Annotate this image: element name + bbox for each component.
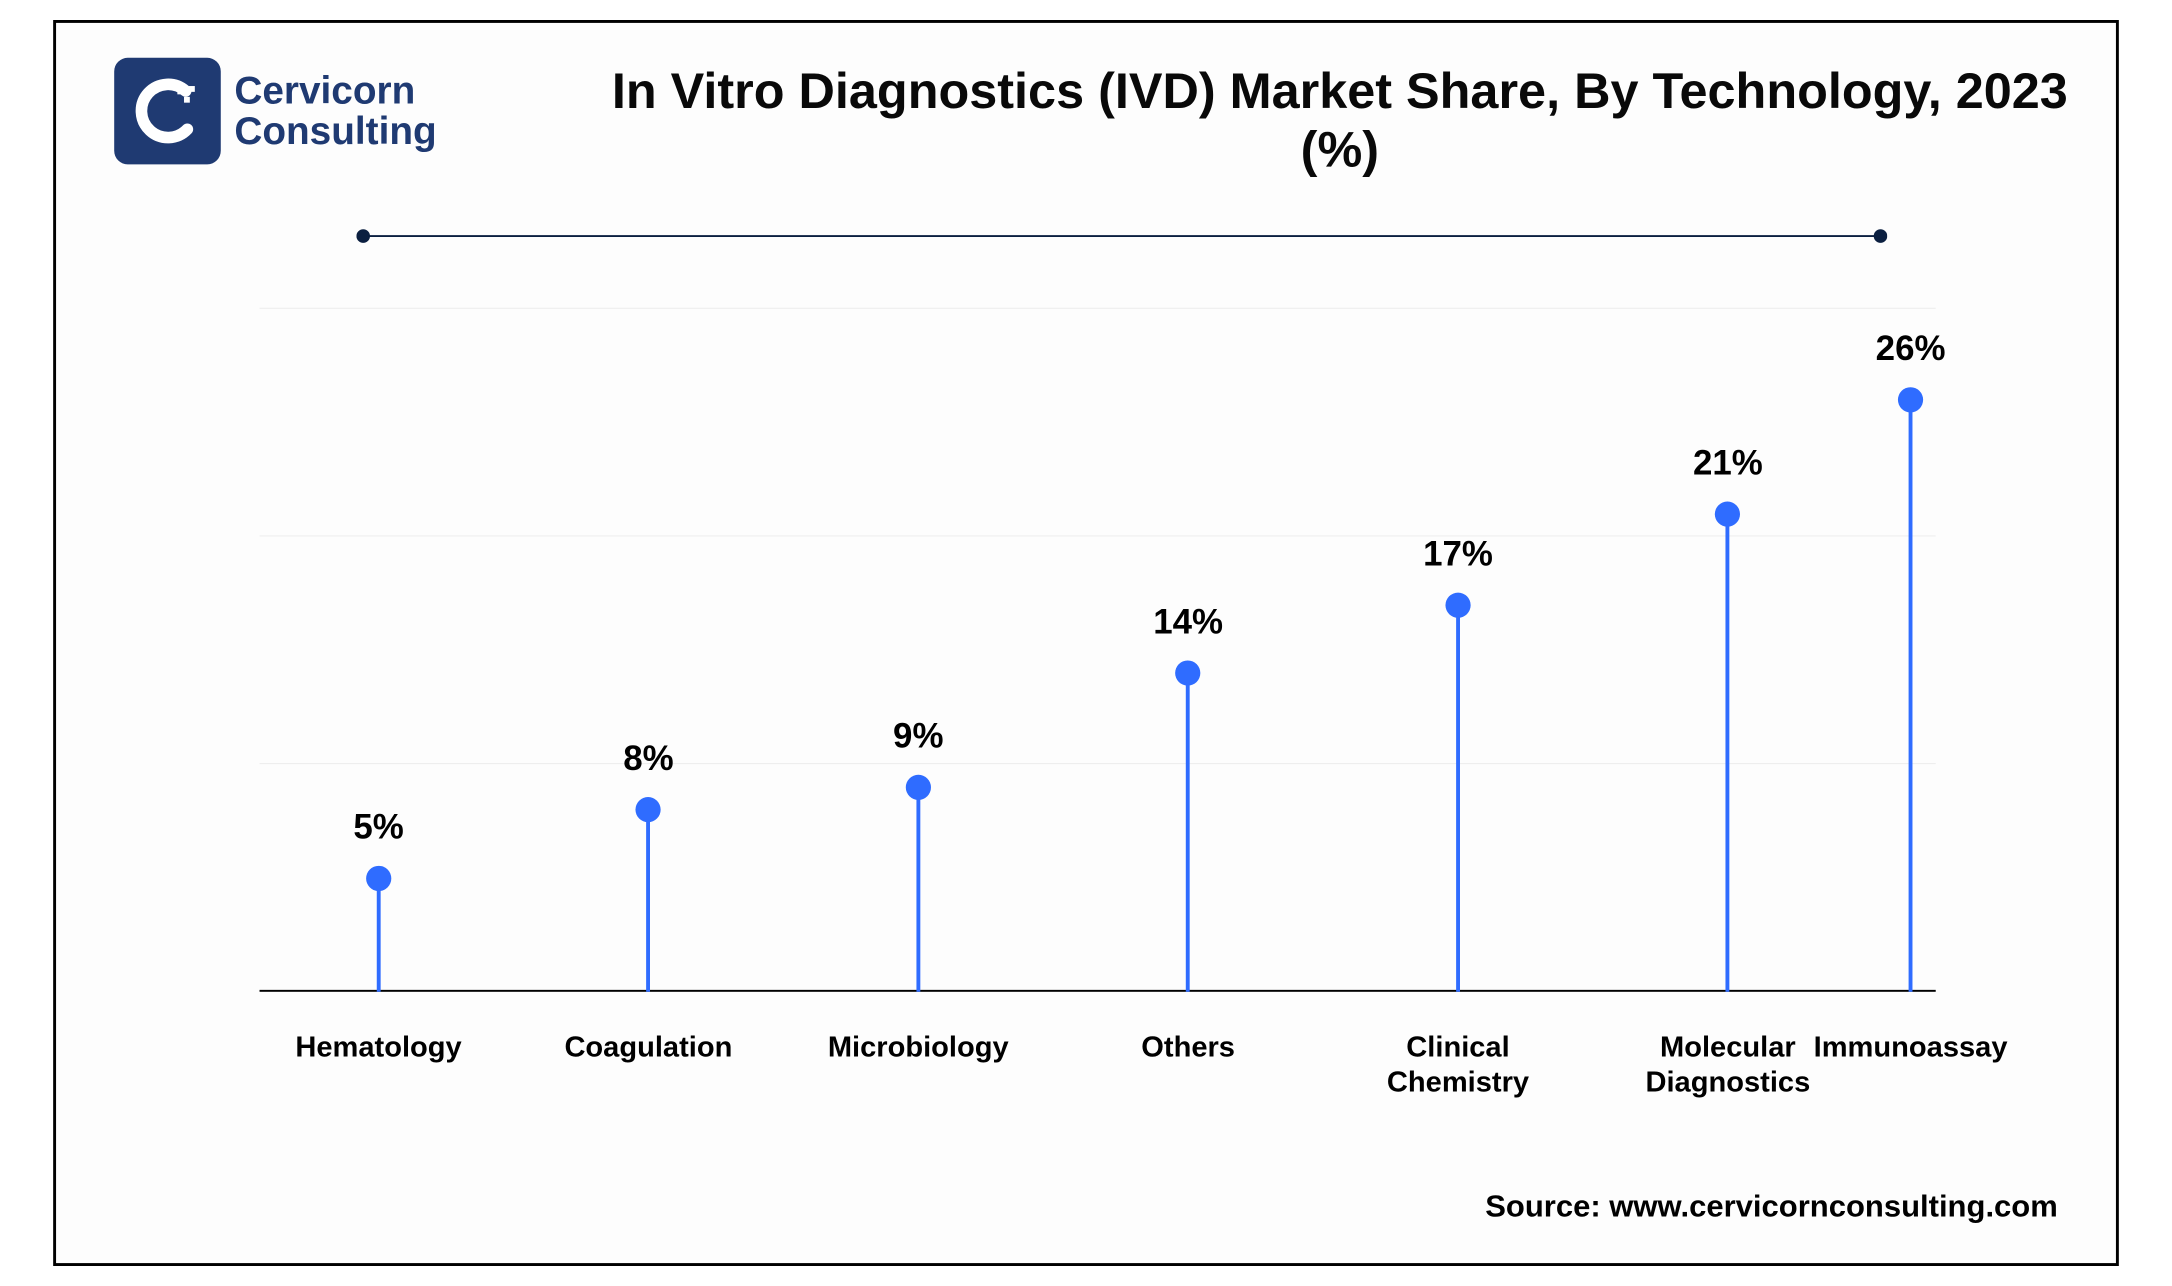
value-label: 21% — [1693, 442, 1763, 483]
category-label: Clinical Chemistry — [1387, 1031, 1529, 1101]
lollipop-stem — [1726, 514, 1730, 992]
brand-logo: Cervicorn Consulting — [114, 58, 437, 165]
source-attribution: Source: www.cervicornconsulting.com — [1485, 1188, 2058, 1224]
category-label: Molecular Diagnostics — [1645, 1031, 1810, 1101]
chart-title: In Vitro Diagnostics (IVD) Market Share,… — [570, 64, 2111, 180]
lollipop-marker — [636, 797, 661, 822]
lollipop-stem — [377, 878, 381, 992]
value-label: 17% — [1423, 533, 1493, 574]
value-label: 26% — [1876, 328, 1946, 369]
lollipop-marker — [1176, 660, 1201, 685]
lollipop-stem — [1186, 673, 1190, 992]
category-label: Coagulation — [564, 1031, 732, 1066]
lollipop-stem — [1909, 400, 1913, 992]
gridline — [260, 535, 1936, 536]
category-label: Others — [1141, 1031, 1235, 1066]
brand-name-top: Cervicorn — [234, 70, 436, 111]
lollipop-marker — [1445, 592, 1470, 617]
gridline — [260, 308, 1936, 309]
x-axis-baseline — [260, 990, 1936, 992]
category-label: Hematology — [295, 1031, 461, 1066]
brand-logo-mark — [114, 58, 221, 165]
lollipop-marker — [906, 774, 931, 799]
lollipop-marker — [366, 865, 391, 890]
value-label: 8% — [623, 738, 673, 779]
category-label: Microbiology — [828, 1031, 1009, 1066]
lollipop-marker — [1715, 501, 1740, 526]
cervicorn-icon — [126, 70, 209, 153]
value-label: 14% — [1153, 601, 1223, 642]
lollipop-chart: 5%Hematology8%Coagulation9%Microbiology1… — [260, 309, 1936, 992]
title-divider — [356, 226, 1887, 245]
gridline — [260, 763, 1936, 764]
category-label: Immunoassay — [1814, 1031, 2008, 1066]
lollipop-stem — [916, 787, 920, 992]
brand-name-bottom: Consulting — [234, 111, 436, 152]
lollipop-stem — [1456, 605, 1460, 992]
brand-logo-text: Cervicorn Consulting — [234, 70, 436, 151]
lollipop-marker — [1898, 387, 1923, 412]
value-label: 9% — [893, 715, 943, 756]
lollipop-stem — [646, 810, 650, 992]
value-label: 5% — [353, 806, 403, 847]
chart-frame: Cervicorn Consulting In Vitro Diagnostic… — [53, 20, 2119, 1266]
